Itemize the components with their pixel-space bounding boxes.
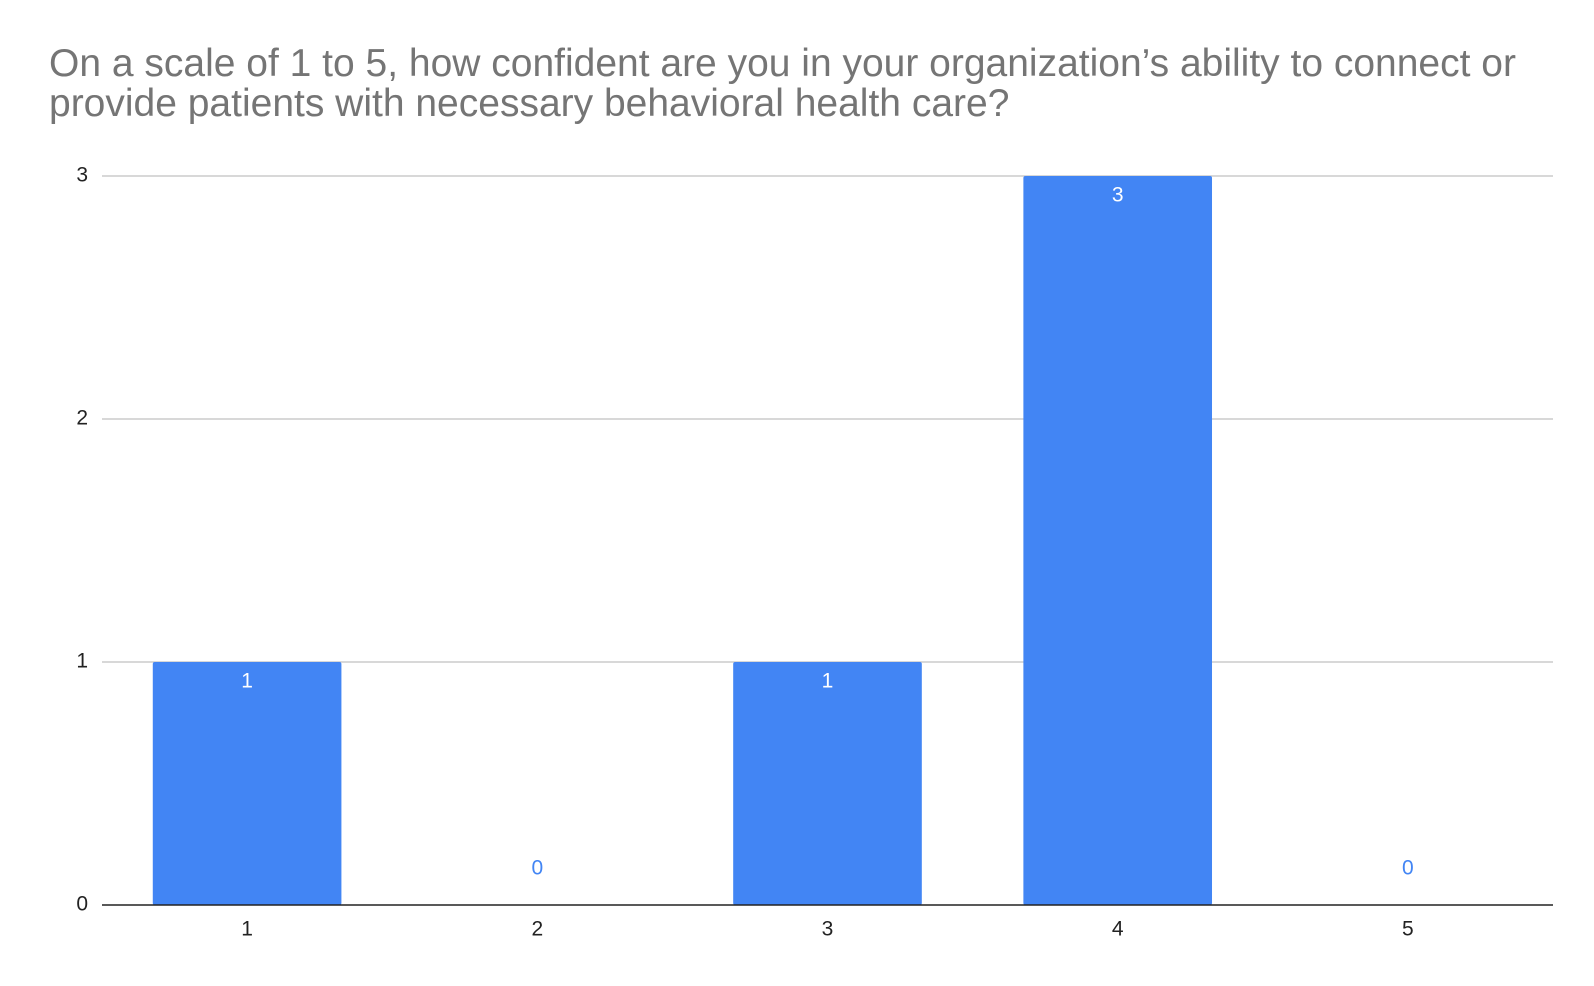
y-tick-label: 1 xyxy=(76,650,88,673)
chart-title: On a scale of 1 to 5, how confident are … xyxy=(49,42,1516,125)
x-tick-label: 5 xyxy=(1402,918,1414,941)
bar xyxy=(1023,176,1213,905)
bar xyxy=(733,662,922,905)
value-label: 0 xyxy=(531,857,543,880)
value-label: 0 xyxy=(1402,857,1414,880)
x-tick-label: 4 xyxy=(1112,918,1124,941)
x-tick-label: 3 xyxy=(822,918,834,941)
y-tick-label: 2 xyxy=(76,407,88,430)
value-label: 1 xyxy=(822,670,834,693)
value-label: 3 xyxy=(1112,184,1124,207)
value-label: 1 xyxy=(241,670,253,693)
bar xyxy=(152,662,342,905)
x-tick-label: 1 xyxy=(241,918,253,941)
y-tick-label: 0 xyxy=(76,893,88,916)
y-tick-label: 3 xyxy=(76,164,88,187)
x-tick-label: 2 xyxy=(531,918,543,941)
